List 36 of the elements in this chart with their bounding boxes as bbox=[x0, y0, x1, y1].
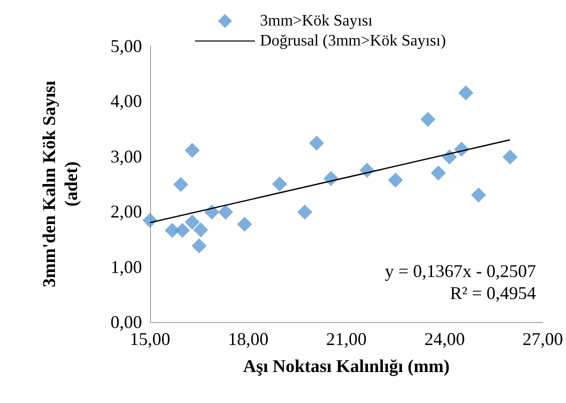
point bbox=[184, 214, 200, 230]
point bbox=[193, 222, 208, 238]
point bbox=[192, 238, 207, 254]
x-tick-label: 18,00 bbox=[228, 329, 268, 349]
point bbox=[388, 172, 403, 188]
x-tick-label: 15,00 bbox=[130, 329, 170, 349]
point bbox=[309, 136, 324, 151]
point bbox=[471, 188, 486, 203]
point bbox=[174, 222, 190, 238]
y-tick-label: 1,00 bbox=[110, 256, 142, 277]
annotation: R² = 0,4954 bbox=[450, 283, 536, 303]
y-tick-label: 5,00 bbox=[110, 36, 142, 56]
x-tick-label: 21,00 bbox=[326, 329, 367, 349]
point bbox=[420, 112, 436, 127]
point bbox=[297, 204, 312, 220]
y-axis-title: 3mm'den Kalın Kök Sayısı (adet) bbox=[39, 80, 81, 288]
point bbox=[430, 165, 446, 180]
x-tick-label: 24,00 bbox=[424, 329, 465, 349]
legend-label: 3mm>Kök Sayısı bbox=[260, 12, 374, 30]
y-tick-label: 4,00 bbox=[110, 91, 142, 112]
point bbox=[142, 212, 158, 228]
point bbox=[458, 85, 474, 100]
x-axis-title: Aşı Noktası Kalınlığı (mm) bbox=[243, 356, 450, 376]
point bbox=[237, 216, 252, 232]
point bbox=[184, 142, 200, 158]
y-tick-label: 3,00 bbox=[110, 146, 142, 166]
x-tick-label: 27,00 bbox=[522, 329, 563, 349]
point bbox=[502, 149, 518, 164]
legend-label: Doğrusal (3mm>Kök Sayısı) bbox=[260, 32, 446, 50]
annotation: y = 0,1367x - 0,2507 bbox=[384, 261, 536, 281]
point bbox=[272, 176, 288, 192]
y-tick-label: 0,00 bbox=[110, 312, 142, 332]
point bbox=[173, 177, 188, 192]
y-tick-label: 2,00 bbox=[110, 202, 142, 222]
point bbox=[218, 204, 234, 220]
point bbox=[164, 222, 180, 238]
